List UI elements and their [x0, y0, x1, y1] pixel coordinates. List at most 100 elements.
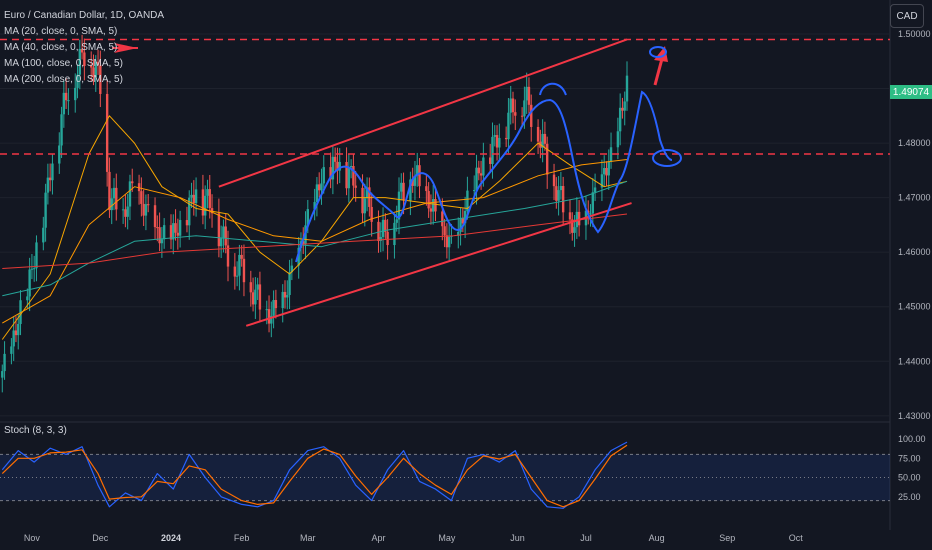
- candle-body: [60, 114, 63, 146]
- candle-body: [28, 269, 31, 297]
- ma200-line: [2, 213, 628, 269]
- x-tick-label: 2024: [161, 533, 181, 543]
- blue-top-circle: [649, 46, 667, 58]
- candle-body: [92, 67, 95, 78]
- candle-body: [137, 183, 141, 192]
- candle-body: [514, 112, 517, 116]
- candle-body: [461, 217, 465, 224]
- candle-body: [370, 206, 373, 222]
- candle-body: [62, 92, 66, 115]
- candle-body: [219, 238, 223, 247]
- candle-body: [577, 211, 581, 226]
- candle-body: [447, 236, 451, 248]
- candle-body: [386, 231, 389, 246]
- candle-body: [254, 289, 257, 305]
- candle-body: [235, 275, 239, 277]
- candle-body: [536, 126, 540, 142]
- stoch-tick-label: 75.00: [898, 453, 921, 463]
- candle-body: [233, 266, 237, 277]
- candle-body: [51, 163, 54, 181]
- candle-body: [313, 202, 316, 210]
- candle-body: [131, 181, 134, 184]
- candle-body: [507, 112, 510, 140]
- candle-body: [318, 184, 321, 191]
- stoch-legend[interactable]: Stoch (8, 3, 3): [4, 425, 67, 436]
- candle-body: [204, 195, 207, 216]
- candle-body: [427, 191, 430, 209]
- candle-body: [329, 167, 332, 180]
- candle-body: [188, 197, 191, 226]
- x-tick-label: Mar: [300, 533, 316, 543]
- ma100-legend[interactable]: MA (100, close, 0, SMA, 5): [4, 58, 123, 69]
- candle-body: [112, 187, 116, 199]
- candle-body: [623, 101, 626, 111]
- candle-body: [99, 65, 102, 94]
- x-tick-label: Nov: [24, 533, 41, 543]
- ma200-legend[interactable]: MA (200, close, 0, SMA, 5): [4, 74, 123, 85]
- candle-body: [498, 137, 501, 148]
- ma40-legend[interactable]: MA (40, close, 0, SMA, 5): [4, 42, 118, 53]
- candle-body: [3, 353, 6, 372]
- x-tick-label: Jun: [510, 533, 525, 543]
- candle-body: [432, 199, 435, 212]
- candle-body: [108, 171, 111, 211]
- candle-body: [561, 185, 565, 213]
- y-tick-label: 1.45000: [898, 302, 931, 312]
- candle-body: [349, 166, 353, 168]
- candle-body: [210, 208, 214, 214]
- candle-body: [17, 323, 20, 336]
- candle-body: [466, 190, 469, 211]
- candle-body: [224, 226, 227, 246]
- y-tick-label: 1.50000: [898, 29, 931, 39]
- currency-button[interactable]: CAD: [890, 4, 924, 28]
- candle-body: [543, 133, 547, 144]
- candle-body: [80, 49, 84, 53]
- candle-body: [552, 174, 556, 187]
- candle-body: [605, 168, 608, 176]
- candle-body: [226, 245, 230, 267]
- candle-body: [19, 300, 22, 324]
- candle-body: [365, 187, 369, 199]
- candle-body: [126, 206, 129, 217]
- candle-body: [402, 182, 405, 201]
- candle-body: [477, 167, 480, 174]
- candle-body: [153, 205, 157, 228]
- candle-body: [67, 100, 70, 102]
- candle-body: [345, 161, 348, 189]
- candle-body: [459, 217, 462, 232]
- stoch-tick-label: 25.00: [898, 492, 921, 502]
- candle-body: [541, 133, 544, 148]
- y-tick-label: 1.44000: [898, 356, 931, 366]
- candle-body: [160, 239, 164, 244]
- x-tick-label: Aug: [649, 533, 665, 543]
- candle-body: [33, 268, 36, 270]
- candle-body: [491, 136, 494, 164]
- candle-body: [473, 190, 476, 192]
- candle-body: [559, 185, 563, 191]
- candle-body: [174, 223, 177, 233]
- candle-body: [409, 179, 412, 201]
- ma20-legend[interactable]: MA (20, close, 0, SMA, 5): [4, 26, 118, 37]
- y-tick-label: 1.46000: [898, 247, 931, 257]
- x-tick-label: Feb: [234, 533, 250, 543]
- candle-body: [573, 227, 576, 233]
- candle-body: [105, 93, 109, 172]
- candle-body: [571, 219, 574, 233]
- candle-body: [416, 165, 419, 176]
- candle-body: [96, 62, 100, 66]
- candle-body: [489, 157, 492, 164]
- candle-body: [607, 161, 610, 176]
- candle-body: [48, 177, 52, 181]
- candle-body: [249, 282, 252, 293]
- candle-body: [557, 190, 560, 201]
- candle-body: [354, 185, 357, 188]
- candle-body: [395, 219, 398, 223]
- candle-body: [206, 189, 209, 196]
- candle-body: [147, 204, 150, 206]
- symbol-title: Euro / Canadian Dollar, 1D, OANDA: [4, 10, 165, 21]
- candle-body: [44, 192, 47, 228]
- candle-body: [413, 175, 417, 186]
- x-tick-label: Sep: [719, 533, 735, 543]
